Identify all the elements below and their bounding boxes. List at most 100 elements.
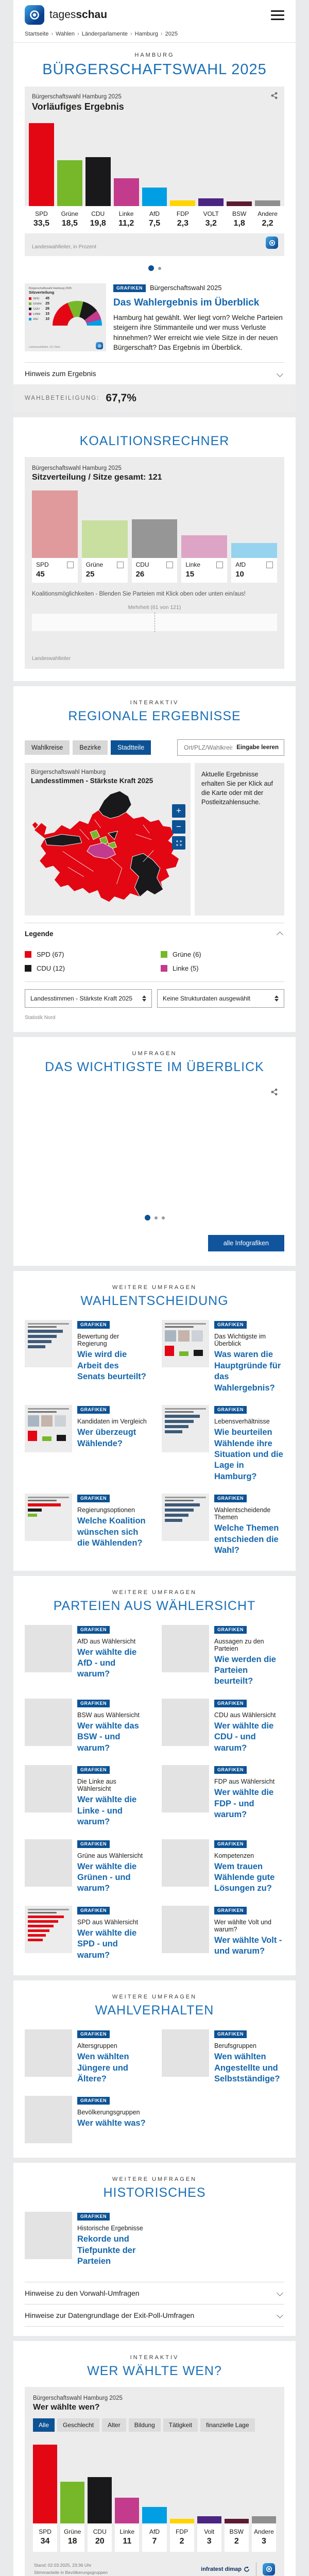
card-title-link[interactable]: Wer wählte die FDP - und warum? (214, 1788, 274, 1820)
breadcrumb-link[interactable]: Länderparlamente (81, 31, 128, 37)
party-checkbox[interactable] (166, 561, 174, 568)
teaser-card[interactable]: GRAFIKEN Grüne aus Wählersicht Wer wählte … (25, 1839, 147, 1894)
card-title-link[interactable]: Wie wird die Arbeit des Senats beurteilt… (77, 1350, 146, 1382)
seat-bar[interactable] (231, 543, 277, 558)
teaser-title-link[interactable]: Das Wahlergebnis im Überblick (113, 297, 260, 308)
exit-poll-expander[interactable]: Hinweise zur Datengrundlage der Exit-Pol… (25, 2303, 284, 2327)
card-thumbnail[interactable] (25, 1494, 72, 1541)
hinweis-ergebnis-expander[interactable]: Hinweis zum Ergebnis (25, 362, 284, 384)
party-checkbox[interactable] (66, 561, 74, 568)
card-title-link[interactable]: Was waren die Hauptgründe für das Wahler… (214, 1350, 281, 1393)
share-icon[interactable] (270, 1088, 278, 1098)
teaser-card[interactable]: GRAFIKEN Berufsgruppen Wen wählten Angeste… (162, 2029, 284, 2084)
card-title-link[interactable]: Rekorde und Tiefpunkte der Parteien (77, 2234, 136, 2266)
card-thumbnail[interactable] (162, 1320, 209, 1368)
carousel-dot[interactable] (161, 1216, 165, 1219)
party-checkbox[interactable] (116, 561, 124, 568)
card-thumbnail[interactable] (25, 1839, 72, 1887)
card-thumbnail[interactable] (162, 1905, 209, 1953)
teaser-card[interactable]: GRAFIKEN Regierungsoptionen Welche Koaliti… (25, 1494, 147, 1556)
card-thumbnail[interactable] (25, 1905, 72, 1953)
teaser-card[interactable]: GRAFIKEN Bewertung der Regierung Wie wird … (25, 1320, 147, 1394)
teaser-card[interactable]: GRAFIKEN FDP aus Wählersicht Wer wählte di… (162, 1765, 284, 1827)
card-thumbnail[interactable] (162, 1698, 209, 1746)
seat-bar[interactable] (181, 535, 228, 558)
card-title-link[interactable]: Wem trauen Wählende gute Lösungen zu? (214, 1861, 275, 1893)
card-title-link[interactable]: Wer wählte was? (77, 2119, 146, 2128)
card-thumbnail[interactable] (162, 1624, 209, 1672)
structural-data-select[interactable]: Keine Strukturdaten ausgewählt (157, 989, 284, 1008)
carousel-dot[interactable] (158, 266, 161, 270)
tab-stadtteile[interactable]: Stadtteile (111, 740, 151, 755)
carousel-dot[interactable] (154, 1216, 158, 1219)
carousel-dot[interactable] (144, 1215, 150, 1221)
card-title-link[interactable]: Wen wählten Jüngere und Ältere? (77, 2052, 129, 2084)
card-thumbnail[interactable] (25, 1320, 72, 1368)
card-thumbnail[interactable] (162, 1494, 209, 1541)
teaser-card[interactable]: GRAFIKEN Die Linke aus Wählersicht Wer wäh… (25, 1765, 147, 1827)
hamburger-menu-icon[interactable] (271, 10, 284, 20)
seat-chart-thumbnail[interactable]: Bürgerschaftswahl Hamburg 2025 Sitzverte… (25, 283, 106, 351)
card-thumbnail[interactable] (162, 1765, 209, 1813)
card-thumbnail[interactable] (25, 1698, 72, 1746)
tab-alter[interactable]: Alter (102, 2418, 126, 2432)
card-title-link[interactable]: Welche Koalition wünschen sich die Wähle… (77, 1516, 146, 1548)
tagesschau-logo[interactable]: tagesschau (25, 5, 107, 25)
alle-infografiken-button[interactable]: alle Infografiken (208, 1235, 284, 1252)
seat-bar[interactable] (32, 490, 78, 558)
hamburg-map[interactable] (31, 788, 184, 909)
party-checkbox[interactable] (216, 561, 224, 568)
tab-bezirke[interactable]: Bezirke (73, 740, 108, 755)
card-title-link[interactable]: Wer wählte Volt - und warum? (214, 1935, 282, 1956)
seat-bar[interactable] (81, 520, 128, 558)
breadcrumb-link[interactable]: Startseite (25, 31, 49, 37)
teaser-card[interactable]: GRAFIKEN Bevölkerungsgruppen Wer wählte wa… (25, 2096, 147, 2144)
tab-wahlkreise[interactable]: Wahlkreise (25, 740, 70, 755)
teaser-card[interactable]: GRAFIKEN BSW aus Wählersicht Wer wählte da… (25, 1698, 147, 1754)
teaser-card[interactable]: GRAFIKEN Wahlentscheidende Themen Welche T… (162, 1494, 284, 1556)
teaser-card[interactable]: GRAFIKEN Das Wichtigste im Überblick Was w… (162, 1320, 284, 1394)
tab-finanzielle-lage[interactable]: finanzielle Lage (200, 2418, 255, 2432)
card-thumbnail[interactable] (25, 1624, 72, 1672)
zoom-in-button[interactable]: + (172, 804, 185, 818)
teaser-card[interactable]: GRAFIKEN Kandidaten im Vergleich Wer überz… (25, 1405, 147, 1482)
teaser-card[interactable]: GRAFIKEN AfD aus Wählersicht Wer wählte di… (25, 1624, 147, 1687)
teaser-card[interactable]: GRAFIKEN Historische Ergebnisse Rekorde un… (25, 2212, 147, 2267)
card-title-link[interactable]: Wer überzeugt Wählende? (77, 1428, 136, 1448)
card-title-link[interactable]: Wer wählte die Linke - und warum? (77, 1795, 137, 1827)
card-thumbnail[interactable] (162, 1839, 209, 1887)
fullscreen-button[interactable] (172, 836, 185, 850)
card-thumbnail[interactable] (25, 2029, 72, 2077)
tab-tätigkeit[interactable]: Tätigkeit (163, 2418, 198, 2432)
card-thumbnail[interactable] (25, 2212, 72, 2260)
carousel-dot[interactable] (148, 265, 154, 271)
card-title-link[interactable]: Wer wählte das BSW - und warum? (77, 1721, 139, 1753)
legend-expander[interactable]: Legende (25, 923, 284, 944)
search-input[interactable] (183, 743, 234, 752)
card-title-link[interactable]: Wie beurteilen Wählende ihre Situation u… (214, 1428, 283, 1481)
tab-geschlecht[interactable]: Geschlecht (57, 2418, 100, 2432)
card-title-link[interactable]: Wen wählten Angestellte und Selbstständi… (214, 2052, 280, 2084)
breadcrumb-link[interactable]: Wahlen (56, 31, 75, 37)
teaser-card[interactable]: GRAFIKEN Lebensverhältnisse Wie beurteilen… (162, 1405, 284, 1482)
teaser-card[interactable]: GRAFIKEN Kompetenzen Wem trauen Wählende g… (162, 1839, 284, 1894)
party-checkbox[interactable] (266, 561, 273, 568)
vorwahl-umfragen-expander[interactable]: Hinweise zu den Vorwahl-Umfragen (25, 2281, 284, 2304)
card-title-link[interactable]: Wie werden die Parteien beurteilt? (214, 1654, 276, 1686)
teaser-card[interactable]: GRAFIKEN Wer wählte Volt und warum? Wer wä… (162, 1905, 284, 1961)
teaser-card[interactable]: GRAFIKEN CDU aus Wählersicht Wer wählte di… (162, 1698, 284, 1754)
tab-bildung[interactable]: Bildung (128, 2418, 161, 2432)
card-title-link[interactable]: Wer wählte die AfD - und warum? (77, 1647, 137, 1679)
breadcrumb-link[interactable]: Hamburg (134, 31, 158, 37)
card-thumbnail[interactable] (25, 1765, 72, 1813)
card-title-link[interactable]: Welche Themen entschieden die Wahl? (214, 1523, 279, 1555)
teaser-card[interactable]: GRAFIKEN SPD aus Wählersicht Wer wählte di… (25, 1905, 147, 1961)
card-thumbnail[interactable] (162, 1405, 209, 1453)
seat-bar[interactable] (131, 519, 178, 558)
share-icon[interactable] (270, 92, 278, 102)
card-title-link[interactable]: Wer wählte die Grünen - und warum? (77, 1861, 137, 1893)
card-thumbnail[interactable] (162, 2029, 209, 2077)
metric-select[interactable]: Landesstimmen - Stärkste Kraft 2025 (25, 989, 152, 1008)
card-thumbnail[interactable] (25, 2096, 72, 2144)
zoom-out-button[interactable]: − (172, 820, 185, 834)
